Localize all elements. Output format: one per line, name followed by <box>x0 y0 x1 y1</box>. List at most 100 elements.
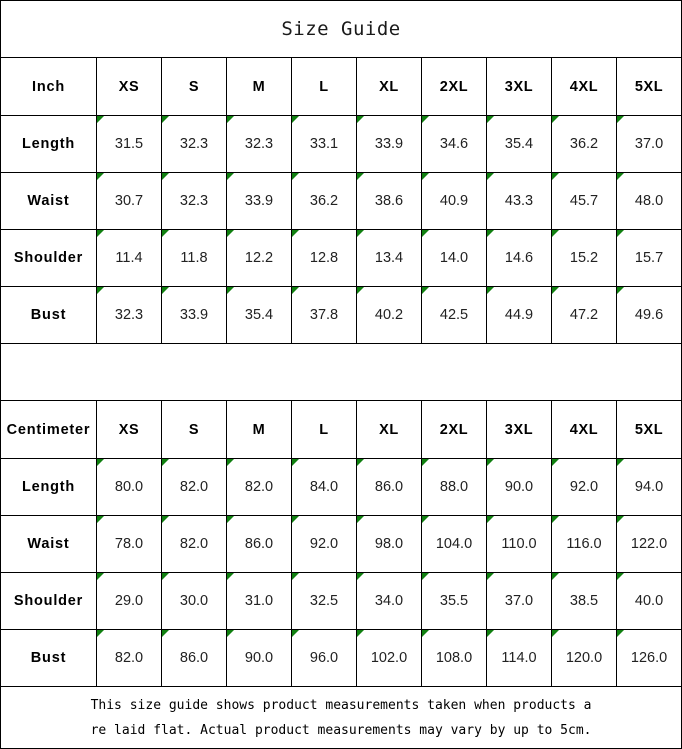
cell-cm-waist-2xl: 104.0 <box>421 515 487 573</box>
number-stored-as-text-icon <box>617 173 624 180</box>
number-stored-as-text-icon <box>617 116 624 123</box>
cell-value: 15.7 <box>634 250 664 266</box>
number-stored-as-text-icon <box>292 230 299 237</box>
number-stored-as-text-icon <box>552 516 559 523</box>
cell-value: 38.6 <box>374 193 404 209</box>
cell-cm-shoulder-m: 31.0 <box>226 572 292 630</box>
table-row: Shoulder 11.4 11.8 12.2 12.8 13.4 14.0 1… <box>0 229 682 287</box>
cell-value: 108.0 <box>435 650 473 666</box>
number-stored-as-text-icon <box>227 516 234 523</box>
cell-inch-shoulder-s: 11.8 <box>161 229 227 287</box>
table-row: Waist 30.7 32.3 33.9 36.2 38.6 40.9 43.3… <box>0 172 682 230</box>
number-stored-as-text-icon <box>97 459 104 466</box>
cell-value: 78.0 <box>114 536 144 552</box>
cell-value: 82.0 <box>179 479 209 495</box>
cell-cm-waist-xs: 78.0 <box>96 515 162 573</box>
cell-cm-waist-3xl: 110.0 <box>486 515 552 573</box>
cell-inch-waist-xl: 38.6 <box>356 172 422 230</box>
size-header-cm-xs: XS <box>96 400 162 459</box>
cell-value: 82.0 <box>114 650 144 666</box>
measure-label-shoulder-cm: Shoulder <box>0 572 97 630</box>
measure-label-shoulder-inch: Shoulder <box>0 229 97 287</box>
spacer-row <box>0 343 682 401</box>
number-stored-as-text-icon <box>292 287 299 294</box>
cell-inch-shoulder-3xl: 14.6 <box>486 229 552 287</box>
size-header-s: S <box>161 57 227 116</box>
number-stored-as-text-icon <box>162 230 169 237</box>
cell-value: 120.0 <box>565 650 603 666</box>
cell-inch-shoulder-m: 12.2 <box>226 229 292 287</box>
cell-value: 29.0 <box>114 593 144 609</box>
cell-value: 30.0 <box>179 593 209 609</box>
cell-cm-waist-4xl: 116.0 <box>551 515 617 573</box>
size-header-cm-3xl: 3XL <box>486 400 552 459</box>
cell-value: 42.5 <box>439 307 469 323</box>
cell-inch-shoulder-xs: 11.4 <box>96 229 162 287</box>
cell-cm-bust-5xl: 126.0 <box>615 629 682 687</box>
cell-inch-waist-m: 33.9 <box>226 172 292 230</box>
number-stored-as-text-icon <box>162 573 169 580</box>
cell-value: 14.6 <box>504 250 534 266</box>
title-row: Size Guide <box>0 0 682 58</box>
number-stored-as-text-icon <box>487 630 494 637</box>
number-stored-as-text-icon <box>357 173 364 180</box>
cell-value: 33.1 <box>309 136 339 152</box>
cell-value: 35.4 <box>504 136 534 152</box>
cell-cm-shoulder-s: 30.0 <box>161 572 227 630</box>
number-stored-as-text-icon <box>162 459 169 466</box>
cell-value: 12.2 <box>244 250 274 266</box>
measure-label-waist-inch: Waist <box>0 172 97 230</box>
size-header-3xl: 3XL <box>486 57 552 116</box>
number-stored-as-text-icon <box>357 630 364 637</box>
number-stored-as-text-icon <box>617 230 624 237</box>
cell-value: 35.5 <box>439 593 469 609</box>
size-header-l: L <box>291 57 357 116</box>
cell-inch-waist-2xl: 40.9 <box>421 172 487 230</box>
cell-value: 11.4 <box>115 250 143 266</box>
number-stored-as-text-icon <box>97 116 104 123</box>
size-header-4xl: 4XL <box>551 57 617 116</box>
number-stored-as-text-icon <box>487 230 494 237</box>
cell-value: 37.0 <box>504 593 534 609</box>
cell-value: 33.9 <box>179 307 209 323</box>
size-header-cm-2xl: 2XL <box>421 400 487 459</box>
cell-cm-length-m: 82.0 <box>226 458 292 516</box>
cell-value: 40.2 <box>374 307 404 323</box>
number-stored-as-text-icon <box>162 173 169 180</box>
cell-value: 90.0 <box>244 650 274 666</box>
cell-value: 37.8 <box>309 307 339 323</box>
number-stored-as-text-icon <box>617 573 624 580</box>
cell-value: 84.0 <box>309 479 339 495</box>
cell-cm-length-3xl: 90.0 <box>486 458 552 516</box>
cell-inch-length-l: 33.1 <box>291 115 357 173</box>
cell-value: 36.2 <box>569 136 599 152</box>
cell-inch-bust-m: 35.4 <box>226 286 292 344</box>
number-stored-as-text-icon <box>292 173 299 180</box>
cell-inch-shoulder-xl: 13.4 <box>356 229 422 287</box>
cell-value: 45.7 <box>569 193 599 209</box>
cell-value: 35.4 <box>244 307 274 323</box>
number-stored-as-text-icon <box>97 573 104 580</box>
size-header-xl: XL <box>356 57 422 116</box>
cell-value: 92.0 <box>309 536 339 552</box>
cell-inch-waist-3xl: 43.3 <box>486 172 552 230</box>
number-stored-as-text-icon <box>162 116 169 123</box>
cell-cm-shoulder-l: 32.5 <box>291 572 357 630</box>
cell-cm-waist-m: 86.0 <box>226 515 292 573</box>
cell-cm-shoulder-3xl: 37.0 <box>486 572 552 630</box>
cell-value: 31.0 <box>244 593 274 609</box>
number-stored-as-text-icon <box>357 516 364 523</box>
cell-value: 92.0 <box>569 479 599 495</box>
cell-value: 82.0 <box>244 479 274 495</box>
number-stored-as-text-icon <box>97 230 104 237</box>
cell-value: 40.9 <box>439 193 469 209</box>
number-stored-as-text-icon <box>487 116 494 123</box>
number-stored-as-text-icon <box>487 573 494 580</box>
cell-cm-bust-m: 90.0 <box>226 629 292 687</box>
measure-label-length-inch: Length <box>0 115 97 173</box>
cell-value: 98.0 <box>374 536 404 552</box>
cell-value: 82.0 <box>179 536 209 552</box>
cell-cm-bust-l: 96.0 <box>291 629 357 687</box>
cell-cm-shoulder-4xl: 38.5 <box>551 572 617 630</box>
